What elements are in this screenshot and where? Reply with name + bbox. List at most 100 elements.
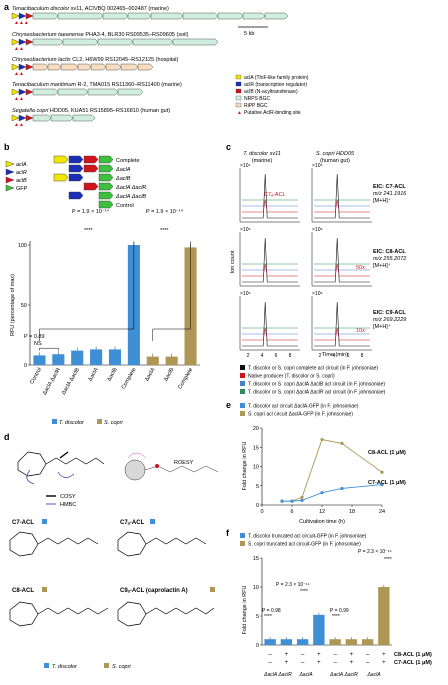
svg-text:Control: Control (116, 203, 134, 209)
strain-4-label: Tenacibaculum maritimum R-2, TMA015 RS11… (12, 82, 182, 88)
b-bar-0 (33, 355, 46, 365)
b-xtick-label-2: ΔaclA ΔaclB (61, 367, 81, 396)
b-bar-6 (146, 356, 159, 365)
c-scale-2-1: ×10⁶ (312, 291, 323, 297)
svg-text:P = 1.9 × 10⁻¹⁴: P = 1.9 × 10⁻¹⁴ (146, 208, 184, 215)
c-xtick-1-1: 4 (333, 353, 336, 359)
strain-5-label: Segatella copri HDD05, KUA51 RS15895–RS1… (12, 108, 170, 114)
svg-text:aclB (N-acyltransferase): aclB (N-acyltransferase) (244, 89, 298, 95)
svg-text:C7ₐ-ACL: C7ₐ-ACL (264, 192, 286, 198)
svg-text:C7ₐ-ACL: C7ₐ-ACL (120, 520, 145, 526)
c-xtick-1-0: 2 (319, 353, 322, 359)
c-scale-1-0: ×10⁵ (240, 227, 251, 233)
panel-c-eic-labels: EIC: C7-ACL m/z 241.1916 [M+H]⁺ EIC: C8-… (373, 184, 407, 330)
svg-text:****: **** (84, 228, 93, 234)
b-bracket-2 (152, 241, 191, 341)
c-scale-2-0: ×10⁵ (240, 291, 251, 297)
svg-text:T. discolor sv11: T. discolor sv11 (243, 151, 281, 157)
e-point-1-3 (320, 491, 324, 495)
svg-text:EIC: C7-ACL: EIC: C7-ACL (373, 184, 406, 190)
svg-text:[M+H]⁺: [M+H]⁺ (373, 323, 391, 330)
svg-text:C8-ACL (1 μM): C8-ACL (1 μM) (394, 652, 432, 658)
f-sign-c8-3: + (317, 652, 321, 658)
f-ytick-label-0: 0 (256, 643, 259, 649)
strain-3-label: Chryseobacterium lactis CL2, H6W99 RS120… (12, 57, 178, 63)
b-xtick-label-1: ΔaclA ΔaclR (42, 367, 62, 396)
panel-b-annotations: P = 1.9 × 10⁻¹⁴ P = 1.9 × 10⁻¹⁴ **** ***… (24, 208, 184, 347)
svg-text:Native producer (T. discolor o: Native producer (T. discolor or S. copri… (248, 374, 335, 380)
panel-label-a: a (4, 2, 10, 12)
f-bar-1 (280, 639, 293, 645)
svg-text:▲▲▲: ▲▲▲ (14, 20, 29, 26)
b-xtick-label-6: ΔaclA (144, 367, 157, 383)
svg-text:[M+H]⁺: [M+H]⁺ (373, 262, 391, 269)
svg-text:EIC: C9-ACL: EIC: C9-ACL (373, 310, 406, 316)
e-xtick-label-1: 6 (290, 509, 293, 515)
f-ytick-label-3: 15 (253, 556, 259, 562)
f-sign-c7-4: – (333, 660, 337, 666)
svg-text:10x: 10x (356, 328, 365, 334)
b-xtick-label-3: ΔaclA (87, 367, 100, 383)
svg-text:[M+H]⁺: [M+H]⁺ (373, 197, 391, 204)
scale-bar: 5 kb (238, 26, 268, 37)
panel-e-ylabel: Fold change in RFU (242, 442, 248, 491)
panel-e-line-chart: 0 5 10 15 20 0 6 12 18 24 (253, 426, 385, 515)
e-point-1-4 (340, 486, 344, 491)
svg-text:aclA: aclA (16, 162, 27, 168)
f-sign-c8-2: – (301, 652, 305, 658)
c-scale-0-1: ×10⁶ (312, 163, 323, 169)
f-ytick-label-2: 10 (253, 585, 259, 591)
panel-f-signs: – – + + – – + + – – + + – – + + (268, 652, 386, 666)
c-trace-2-0-0 (242, 301, 298, 347)
svg-text:NRPS BGC: NRPS BGC (244, 96, 271, 102)
f-bar-6 (361, 639, 374, 645)
panel-c-xlabel: Time (min) (322, 352, 348, 358)
svg-text:C7-ACL (1 μM): C7-ACL (1 μM) (368, 480, 406, 486)
compound-structures (9, 531, 215, 627)
c-trace-0-1-0 (314, 173, 370, 219)
b-ytick-label-1: 50 (21, 303, 27, 309)
b-xtick-label-0: Control (29, 367, 43, 385)
svg-text:P = 1.9 × 10⁻¹⁴: P = 1.9 × 10⁻¹⁴ (72, 208, 110, 215)
svg-text:T. discolor or S. copri comple: T. discolor or S. copri complete acl cir… (248, 366, 378, 372)
svg-text:S. copri acl circuit ΔaclA-GFP: S. copri acl circuit ΔaclA-GFP (in F. jo… (248, 412, 353, 418)
e-point-0-2 (300, 495, 304, 499)
f-bar-0 (264, 639, 276, 645)
panel-label-b: b (4, 142, 10, 152)
svg-text:P = 0.99: P = 0.99 (330, 608, 349, 614)
c-trace-2-1-0 (314, 301, 370, 347)
c-xtick-1-3: 8 (361, 353, 364, 359)
e-ytick-label-3: 15 (253, 445, 259, 451)
svg-text:T. discolor acl circuit ΔaclA-: T. discolor acl circuit ΔaclA-GFP (in F.… (248, 404, 359, 410)
e-point-0-4 (340, 441, 344, 445)
b-xtick-label-4: ΔaclB (106, 367, 119, 383)
svg-text:T. discolor truncated acl circ: T. discolor truncated acl circuit-GFP (i… (248, 534, 367, 540)
svg-text:****: **** (160, 228, 169, 234)
svg-text:▲: ▲ (237, 110, 242, 116)
svg-text:ΔaclA: ΔaclA (366, 672, 381, 678)
svg-text:NS: NS (34, 341, 42, 347)
panel-f-ylabel: Fold change in RFU (242, 586, 248, 635)
svg-text:C9ₐ-ACL (caprolactin A): C9ₐ-ACL (caprolactin A) (120, 588, 188, 594)
svg-text:ΔaclB: ΔaclB (115, 176, 131, 182)
panel-label-c: c (226, 142, 231, 152)
svg-text:ΔaclA: ΔaclA (298, 672, 313, 678)
nmr-legend: COSY HMBC (46, 494, 76, 508)
panel-label-d: d (4, 432, 10, 442)
panel-f-bar-chart: 0 5 10 15 (253, 556, 392, 649)
f-ytick-label-1: 5 (256, 614, 259, 620)
svg-text:aclB: aclB (16, 178, 27, 184)
gene-track-3: ▲▲ (11, 63, 154, 77)
svg-text:aclR (transcription regulator): aclR (transcription regulator) (244, 82, 307, 88)
f-sign-c7-1: + (285, 660, 289, 666)
f-bar-4 (329, 639, 341, 645)
svg-text:m/z 255.2072: m/z 255.2072 (373, 256, 406, 262)
panel-e-series-labels: C8-ACL (1 μM) C7-ACL (1 μM) (368, 450, 406, 486)
e-xtick-label-0: 0 (260, 509, 263, 515)
f-sign-c8-4: – (333, 652, 337, 658)
panel-f-legend: T. discolor truncated acl circuit-GFP (i… (240, 533, 367, 548)
b-bracket-1 (39, 241, 135, 341)
e-point-0-3 (320, 437, 324, 442)
panel-d-compound-labels: C7-ACL C7ₐ-ACL C8-ACL C9ₐ-ACL (caprolact… (12, 519, 215, 594)
